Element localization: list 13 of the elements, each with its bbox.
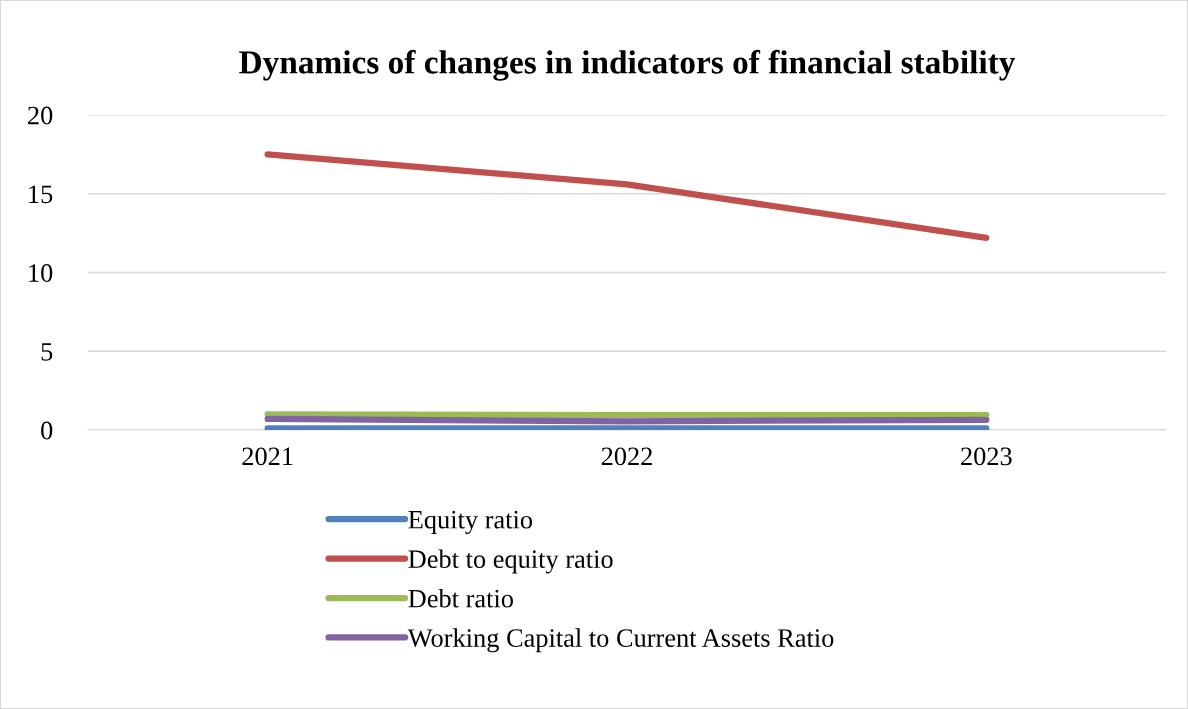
- legend-label: Working Capital to Current Assets Ratio: [407, 628, 834, 653]
- legend-label: Equity ratio: [408, 510, 533, 535]
- legend-label: Debt ratio: [408, 588, 513, 608]
- y-tick-label: 10: [29, 264, 53, 282]
- y-tick-label: 0: [41, 421, 53, 440]
- legend-label: Debt to equity ratio: [408, 549, 613, 574]
- y-tick-label: 5: [41, 343, 53, 361]
- x-tick-label: 2021: [242, 447, 293, 466]
- x-tick-label: 2023: [961, 447, 1012, 466]
- x-tick-label: 2022: [601, 447, 652, 466]
- y-tick-label: 20: [28, 106, 53, 125]
- chart-title: Dynamics of changes in indicators of financial stability: [239, 49, 1016, 81]
- y-tick-label: 15: [29, 185, 53, 204]
